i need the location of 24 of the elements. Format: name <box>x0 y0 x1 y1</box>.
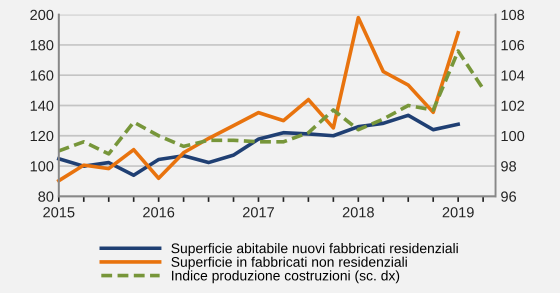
legend-label: Indice produzione costruzioni (sc. dx) <box>172 270 400 284</box>
x-tick-label: 2017 <box>242 207 274 218</box>
legend-label: Superficie in fabbricati non residenziali <box>171 256 407 270</box>
legend-label: Superficie abitabile nuovi fabbricati residenziali <box>171 243 458 256</box>
line-series <box>56 16 460 183</box>
x-tick-label: 2016 <box>143 207 174 218</box>
x-tick-label: 2015 <box>43 207 74 218</box>
y2-tick-label: 100 <box>502 130 524 142</box>
y2-tick-label: 96 <box>501 191 516 202</box>
y-tick-label: 100 <box>30 161 54 172</box>
y2-tick-label: 108 <box>502 10 524 20</box>
y-tick-label: 120 <box>30 130 54 142</box>
line-series <box>56 49 485 156</box>
y2-tick-label: 104 <box>502 70 524 81</box>
x-tick-label: 2018 <box>342 207 374 218</box>
y-tick-label: 180 <box>30 40 54 50</box>
y-tick-label: 140 <box>30 100 54 111</box>
x-tick-label: 2019 <box>442 207 474 218</box>
y2-tick-label: 106 <box>502 40 524 50</box>
y-tick-label: 200 <box>30 10 54 20</box>
y-tick-label: 160 <box>30 70 54 81</box>
y2-tick-label: 98 <box>501 161 516 172</box>
y2-tick-label: 102 <box>502 100 524 111</box>
y-tick-label: 80 <box>38 191 54 202</box>
